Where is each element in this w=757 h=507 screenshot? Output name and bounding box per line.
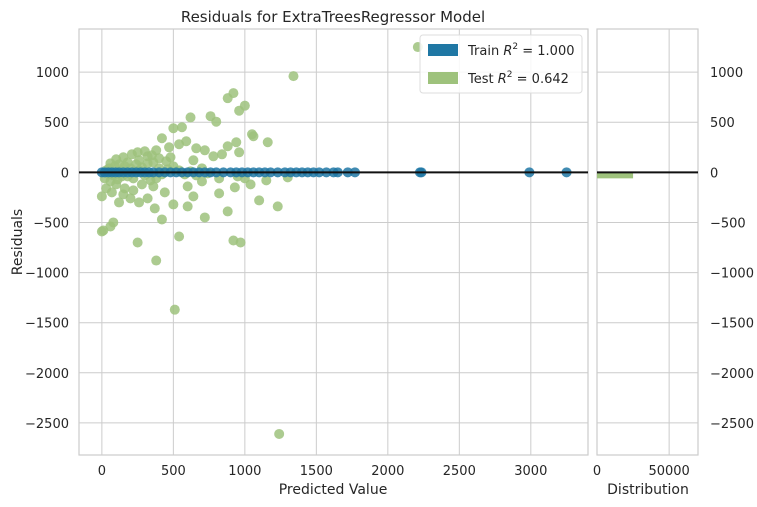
test-point	[132, 237, 143, 248]
test-point	[229, 182, 240, 193]
distribution-y-tick-label: 500	[710, 116, 735, 131]
test-point	[208, 151, 219, 162]
test-point	[149, 203, 160, 214]
x-axis-label: Predicted Value	[279, 482, 388, 498]
test-point	[211, 116, 222, 127]
test-point	[168, 123, 179, 134]
test-point	[136, 179, 147, 190]
y-tick-label: −500	[33, 216, 69, 231]
test-point	[168, 199, 179, 210]
x-tick-label: 2500	[443, 464, 476, 479]
test-point	[142, 193, 153, 204]
distribution-plot-frame	[596, 28, 699, 456]
distribution-y-tick-label: −500	[710, 216, 746, 231]
test-point	[188, 191, 199, 202]
distribution-y-tick-label: 0	[710, 166, 718, 181]
legend-label-train: Train R2 = 1.000	[467, 42, 574, 59]
y-tick-label: 500	[44, 116, 69, 131]
test-point	[254, 195, 265, 206]
x-tick-label: 0	[98, 464, 106, 479]
test-point	[222, 93, 233, 104]
test-point	[234, 147, 245, 158]
y-tick-label: −2000	[25, 367, 69, 382]
test-point	[164, 142, 175, 153]
test-point	[222, 141, 233, 152]
x-tick-label: 1000	[228, 464, 261, 479]
distribution-x-tick-label: 0	[593, 464, 601, 479]
distribution-y-tick-label: −1000	[710, 267, 754, 282]
y-tick-label: 1000	[36, 66, 69, 81]
main-plot-frame	[78, 28, 589, 456]
y-tick-label: −1000	[25, 267, 69, 282]
test-point	[134, 197, 145, 208]
legend-box	[419, 34, 583, 94]
x-tick-label: 3000	[514, 464, 547, 479]
legend-swatch-train	[428, 44, 458, 56]
test-point	[222, 206, 233, 217]
test-point	[128, 185, 139, 196]
chart-title: Residuals for ExtraTreesRegressor Model	[181, 8, 485, 26]
test-point	[159, 187, 170, 198]
test-point	[262, 137, 273, 148]
test-point	[174, 231, 185, 242]
test-point	[274, 428, 285, 439]
test-point	[235, 237, 246, 248]
test-point	[156, 214, 167, 225]
test-point	[272, 201, 283, 212]
distribution-gridlines	[596, 29, 698, 455]
test-point	[96, 191, 107, 202]
test-point	[156, 133, 167, 144]
y-tick-labels: 1000 500 0 −500 −1000 −1500 −2000 −2500	[25, 66, 69, 432]
distribution-y-tick-labels: 1000 500 0 −500 −1000 −1500 −2000 −2500	[710, 66, 754, 432]
test-point	[182, 201, 193, 212]
distribution-y-tick-label: −1500	[710, 317, 754, 332]
distribution-y-tick-label: 1000	[710, 66, 743, 81]
test-point	[234, 105, 245, 116]
test-point	[188, 155, 199, 166]
test-point	[199, 145, 210, 156]
test-point	[288, 71, 299, 82]
distribution-axis-label: Distribution	[607, 482, 689, 498]
test-point	[181, 136, 192, 147]
y-tick-label: 0	[61, 166, 69, 181]
distribution-x-tick-labels: 0 50000	[593, 464, 690, 479]
distribution-plot-area: 0 50000 10005000−500−1000−1500−2000−2500 …	[593, 28, 754, 498]
x-tick-label: 1500	[300, 464, 333, 479]
test-point	[169, 304, 180, 315]
test-point	[114, 197, 125, 208]
distribution-bar	[597, 172, 634, 179]
distribution-y-tick-label: −2000	[710, 367, 754, 382]
test-point	[216, 149, 227, 160]
distribution-y-tick-label: −2500	[710, 417, 754, 432]
test-point	[182, 181, 193, 192]
y-tick-label: −2500	[25, 417, 69, 432]
legend-label-test: Test R2 = 0.642	[467, 70, 569, 87]
test-point	[119, 183, 130, 194]
x-tick-label: 2000	[371, 464, 404, 479]
test-point	[161, 156, 172, 167]
test-point	[214, 188, 225, 199]
test-point	[248, 131, 259, 142]
test-point	[261, 175, 272, 186]
test-point	[176, 122, 187, 133]
test-point	[231, 137, 242, 148]
test-point	[105, 221, 116, 232]
test-point	[151, 255, 162, 266]
test-point	[191, 143, 202, 154]
x-tick-label: 500	[161, 464, 186, 479]
y-tick-label: −1500	[25, 317, 69, 332]
test-point	[199, 212, 210, 223]
test-point	[105, 158, 116, 169]
y-axis-label: Residuals	[10, 209, 26, 275]
legend-swatch-test	[428, 72, 458, 84]
x-tick-labels: 0 500 1000 1500 2000 2500 3000	[98, 464, 548, 479]
legend: Train R2 = 1.000 Test R2 = 0.642	[419, 34, 583, 94]
distribution-x-tick-label: 50000	[648, 464, 689, 479]
main-plot-area: 0 500 1000 1500 2000 2500 3000 1000 500 0 −500 −10…	[10, 8, 589, 498]
test-point	[185, 112, 196, 123]
